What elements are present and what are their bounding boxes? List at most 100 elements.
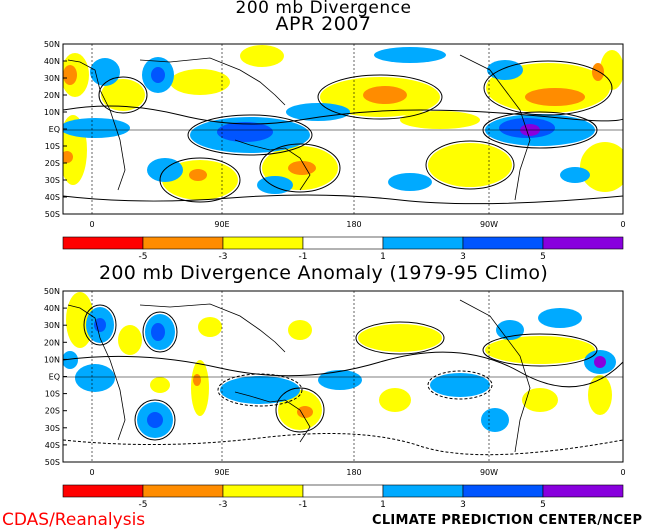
anomaly-map-title: 200 mb Divergence Anomaly (1979-95 Climo… [98, 262, 549, 284]
very-strong-negative-anomaly-area [594, 356, 606, 368]
positive-anomaly-area [522, 388, 558, 412]
positive-divergence-area [400, 111, 480, 129]
strong-negative-anomaly-area [147, 412, 163, 428]
convergence-area [560, 167, 590, 183]
positive-anomaly-area [198, 317, 222, 337]
longitude-label: 90W [480, 220, 498, 229]
latitude-label: 20N [44, 338, 60, 347]
positive-anomaly-area [588, 375, 612, 415]
colorbar-swatch [302, 236, 384, 250]
latitude-label: 30S [45, 424, 60, 433]
longitude-label: 90E [214, 468, 229, 477]
latitude-label: 20N [44, 91, 60, 100]
strong-positive-area [288, 161, 316, 175]
colorbar-swatch [142, 236, 224, 250]
latitude-label: 20S [45, 159, 60, 168]
longitude-label: 0 [620, 468, 625, 477]
colorbar-swatch [62, 236, 144, 250]
latitude-label: 10S [45, 390, 60, 399]
latitude-label: EQ [49, 373, 60, 382]
positive-anomaly-area [358, 324, 442, 352]
colorbar-swatch [382, 484, 464, 498]
latitude-label: 40S [45, 193, 60, 202]
latitude-label: 50N [44, 40, 60, 49]
latitude-label: 40N [44, 304, 60, 313]
longitude-label: 0 [89, 468, 94, 477]
colorbar-label: 1 [380, 500, 386, 510]
strong-positive-anomaly-area [193, 374, 201, 386]
coastlines [67, 299, 531, 453]
contour-lines [63, 304, 623, 456]
colorbar-swatch [542, 484, 624, 498]
divergence-fill-regions [63, 45, 623, 205]
latitude-label: 50S [45, 458, 60, 467]
strong-negative-anomaly-area [151, 323, 165, 341]
longitude-label: 0 [89, 220, 94, 229]
credit-label: CLIMATE PREDICTION CENTER/NCEP [372, 513, 643, 528]
longitude-label: 180 [346, 468, 361, 477]
colorbar-label: -1 [299, 252, 308, 262]
colorbar-swatch [142, 484, 224, 498]
strong-positive-area [363, 86, 407, 104]
positive-divergence-area [101, 79, 145, 111]
latitude-labels: 50N 40N 30N 20N 10N EQ 10S 20S 30S 40S 50S [44, 287, 67, 467]
negative-anomaly-area [318, 370, 362, 390]
colorbar-swatch [222, 484, 304, 498]
colorbar-label: 3 [460, 500, 466, 510]
negative-anomaly-area [220, 376, 300, 404]
strong-positive-area [63, 151, 73, 163]
latitude-label: 10N [44, 355, 60, 364]
anomaly-colorbar: -5 -3 -1 1 3 5 [62, 484, 624, 510]
coastlines [67, 54, 531, 201]
positive-anomaly-area [150, 377, 170, 393]
anomaly-map-panel: 50N 40N 30N 20N 10N EQ 10S 20S 30S 40S 50S 0 90E 180… [44, 287, 626, 477]
data-source-label: CDAS/Reanalysis [2, 510, 146, 530]
latitude-label: 50N [44, 287, 60, 296]
contour-lines [63, 60, 623, 205]
latitude-label: 50S [45, 210, 60, 219]
convergence-area [63, 118, 130, 138]
longitude-labels: 0 90E 180 90W 0 [89, 220, 625, 229]
strong-positive-area [63, 65, 77, 85]
colorbar-swatch [62, 484, 144, 498]
graticule [63, 291, 623, 462]
negative-anomaly-area [75, 364, 115, 392]
negative-anomaly-area [538, 308, 582, 328]
latitude-label: 30S [45, 176, 60, 185]
convergence-area [90, 58, 120, 86]
map-title-line1: 200 mb Divergence [235, 0, 412, 18]
convergence-area [286, 103, 350, 121]
colorbar-label: 1 [380, 252, 386, 262]
strong-negative-anomaly-area [94, 318, 106, 332]
latitude-label: 10S [45, 142, 60, 151]
colorbar-swatch [302, 484, 384, 498]
strong-positive-area [592, 63, 604, 81]
latitude-label: 40S [45, 441, 60, 450]
map-title-line2: APR 2007 [275, 13, 372, 35]
negative-anomaly-area [430, 373, 490, 397]
colorbar-swatch [462, 236, 544, 250]
convergence-area [147, 158, 183, 182]
positive-divergence-area [170, 69, 230, 95]
latitude-label: 20S [45, 407, 60, 416]
strong-convergence-area [151, 67, 165, 83]
colorbar-label: 5 [540, 252, 546, 262]
latitude-label: EQ [49, 125, 60, 134]
strong-positive-anomaly-area [297, 406, 313, 418]
colorbar-label: -1 [299, 500, 308, 510]
colorbar-label: 3 [460, 252, 466, 262]
colorbar-label: -5 [139, 252, 148, 262]
convergence-area [374, 47, 446, 63]
positive-anomaly-area [191, 360, 209, 416]
longitude-labels: 0 90E 180 90W 0 [89, 468, 625, 477]
colorbar-swatch [462, 484, 544, 498]
colorbar-label: -3 [219, 252, 228, 262]
longitude-label: 90E [214, 220, 229, 229]
longitude-label: 180 [346, 220, 361, 229]
convergence-area [487, 60, 523, 80]
negative-anomaly-area [63, 351, 78, 369]
positive-anomaly-area [379, 388, 411, 412]
latitude-label: 40N [44, 57, 60, 66]
divergence-colorbar: -5 -3 -1 1 3 5 [62, 236, 624, 262]
